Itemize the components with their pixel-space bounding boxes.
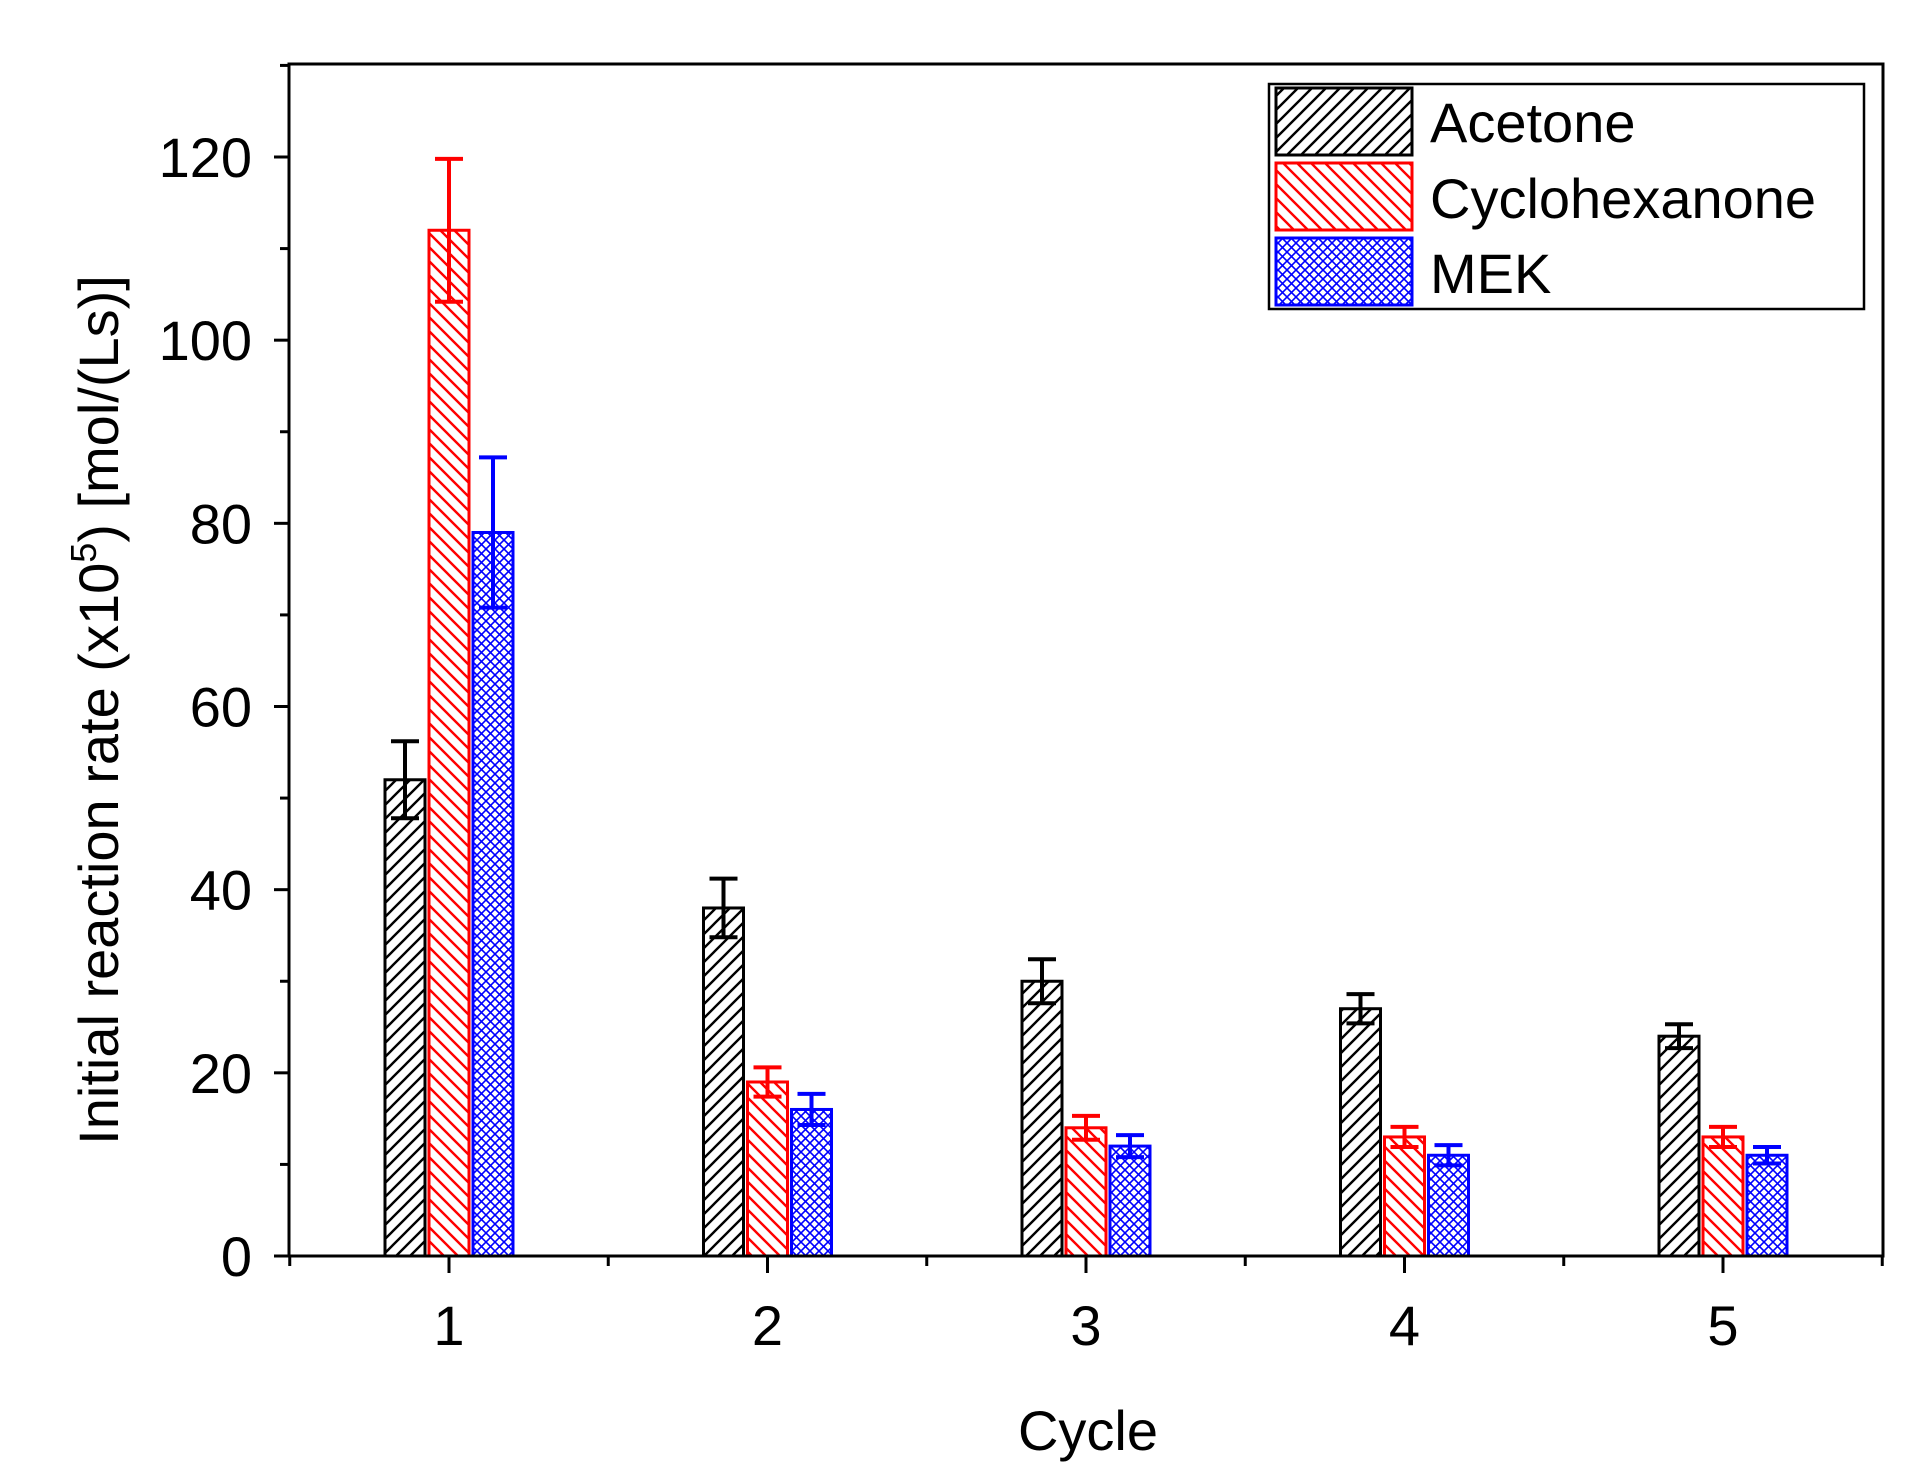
legend-swatch-mek [1274,236,1414,307]
bar-mek-cycle-4 [1427,1153,1470,1258]
x-tick-label: 5 [1707,1294,1738,1357]
error-bars-layer [391,156,1781,1168]
error-bar-cyclohexanone-cycle-4 [1390,1124,1419,1150]
legend-swatch-acetone [1274,86,1414,157]
bar-cyclohexanone-cycle-1 [427,228,471,1258]
x-tick-label: 1 [433,1294,464,1357]
error-bar-acetone-cycle-4 [1346,992,1375,1026]
error-bar-acetone-cycle-2 [709,876,738,940]
legend: Acetone Cyclohexanone MEK [1267,82,1866,311]
error-bar-cyclohexanone-cycle-1 [435,156,463,304]
error-bar-mek-cycle-5 [1753,1145,1781,1166]
error-bar-mek-cycle-4 [1434,1143,1463,1168]
y-tick-label: 0 [221,1225,252,1288]
y-tick-label: 60 [190,676,252,739]
bar-acetone-cycle-4 [1339,1007,1382,1258]
error-bar-cyclohexanone-cycle-2 [753,1065,782,1099]
x-tick-label: 2 [752,1294,783,1357]
bar-cyclohexanone-cycle-3 [1064,1126,1108,1258]
legend-swatch-cyclohexanone [1274,161,1414,232]
x-tick-label: 3 [1070,1294,1101,1357]
y-tick-label: 100 [159,309,252,372]
bars-layer [383,228,1789,1258]
bar-mek-cycle-2 [790,1107,833,1258]
error-bar-acetone-cycle-3 [1028,957,1056,1006]
bar-acetone-cycle-5 [1657,1034,1701,1258]
error-bar-cyclohexanone-cycle-5 [1709,1124,1737,1150]
y-tick-label: 120 [159,126,252,189]
error-bar-acetone-cycle-5 [1665,1022,1693,1051]
y-tick-label: 40 [190,859,252,922]
bar-mek-cycle-5 [1745,1153,1789,1258]
y-axis: 0 20 40 60 80 100 120 [159,63,289,1288]
error-bar-cyclohexanone-cycle-3 [1072,1113,1100,1142]
bar-cyclohexanone-cycle-4 [1383,1135,1426,1258]
bar-acetone-cycle-2 [702,906,745,1258]
legend-label-mek: MEK [1430,242,1551,305]
error-bar-acetone-cycle-1 [391,739,419,821]
error-bar-mek-cycle-2 [797,1091,826,1128]
bar-cyclohexanone-cycle-2 [746,1080,789,1258]
legend-label-cyclohexanone: Cyclohexanone [1430,167,1816,230]
error-bar-mek-cycle-1 [479,455,507,610]
bar-acetone-cycle-3 [1020,979,1064,1258]
bar-cyclohexanone-cycle-5 [1701,1135,1745,1258]
bar-mek-cycle-3 [1108,1144,1152,1258]
y-axis-title: Initial reaction rate (x105) [mol/(Ls)] [63,275,130,1145]
x-axis: 1 2 3 4 5 [288,1256,1884,1357]
y-tick-label: 20 [190,1042,252,1105]
x-tick-label: 4 [1389,1294,1420,1357]
y-tick-label: 80 [190,492,252,555]
x-axis-title: Cycle [1018,1399,1158,1462]
bar-mek-cycle-1 [471,530,515,1258]
bar-acetone-cycle-1 [383,778,427,1258]
error-bar-mek-cycle-3 [1116,1133,1144,1160]
legend-label-acetone: Acetone [1430,91,1636,154]
